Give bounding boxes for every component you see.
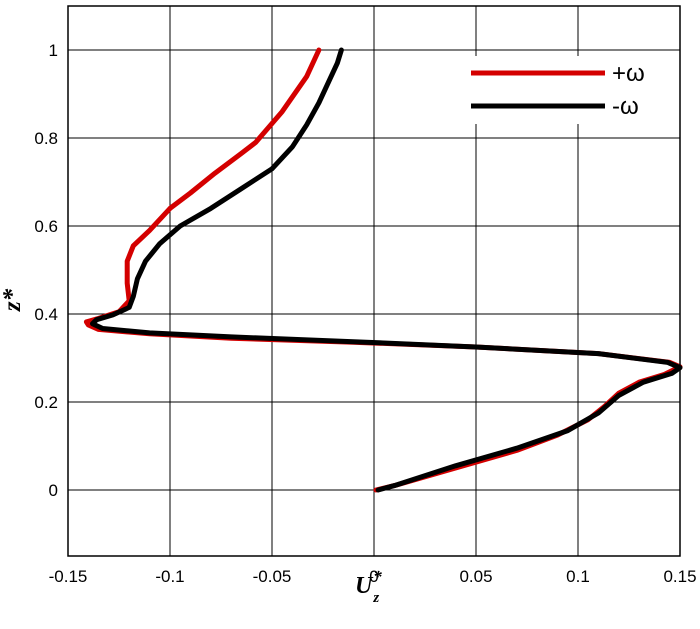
series-layer [83,47,683,493]
y-tick-label: 1 [49,41,58,60]
y-tick-label: 0.6 [34,217,58,236]
x-tick-label: -0.05 [253,567,292,586]
x-tick-label: 0.15 [663,567,696,586]
x-tick-label: -0.15 [49,567,88,586]
plot-frame [67,5,681,557]
x-tick-label: 0 [369,567,378,586]
y-tick-labels: 0 0.2 0.4 0.6 0.8 1 [34,41,58,500]
y-tick-label: 0.2 [34,393,58,412]
x-tick-labels: -0.15 -0.1 -0.05 0 0.05 0.1 0.15 [49,567,697,586]
x-axis-label-main: U [355,573,374,599]
legend-label-minus-omega: -ω [612,93,639,120]
x-tick-label: 0.1 [566,567,590,586]
legend-label-plus-omega: +ω [612,60,645,87]
y-tick-label: 0.4 [34,305,58,324]
x-axis-label-subscript: z [372,590,379,606]
x-tick-label: 0.05 [459,567,492,586]
x-axis-label: Uz * [355,567,382,606]
series-line-minus-omega [90,47,683,493]
x-axis-label-superscript: * [373,567,382,586]
y-tick-label: 0 [49,481,58,500]
legend-background [462,56,666,124]
y-tick-label: 0.8 [34,129,58,148]
legend: +ω -ω [462,56,666,124]
y-axis-label: z* [0,288,26,312]
x-tick-label: -0.1 [155,567,184,586]
